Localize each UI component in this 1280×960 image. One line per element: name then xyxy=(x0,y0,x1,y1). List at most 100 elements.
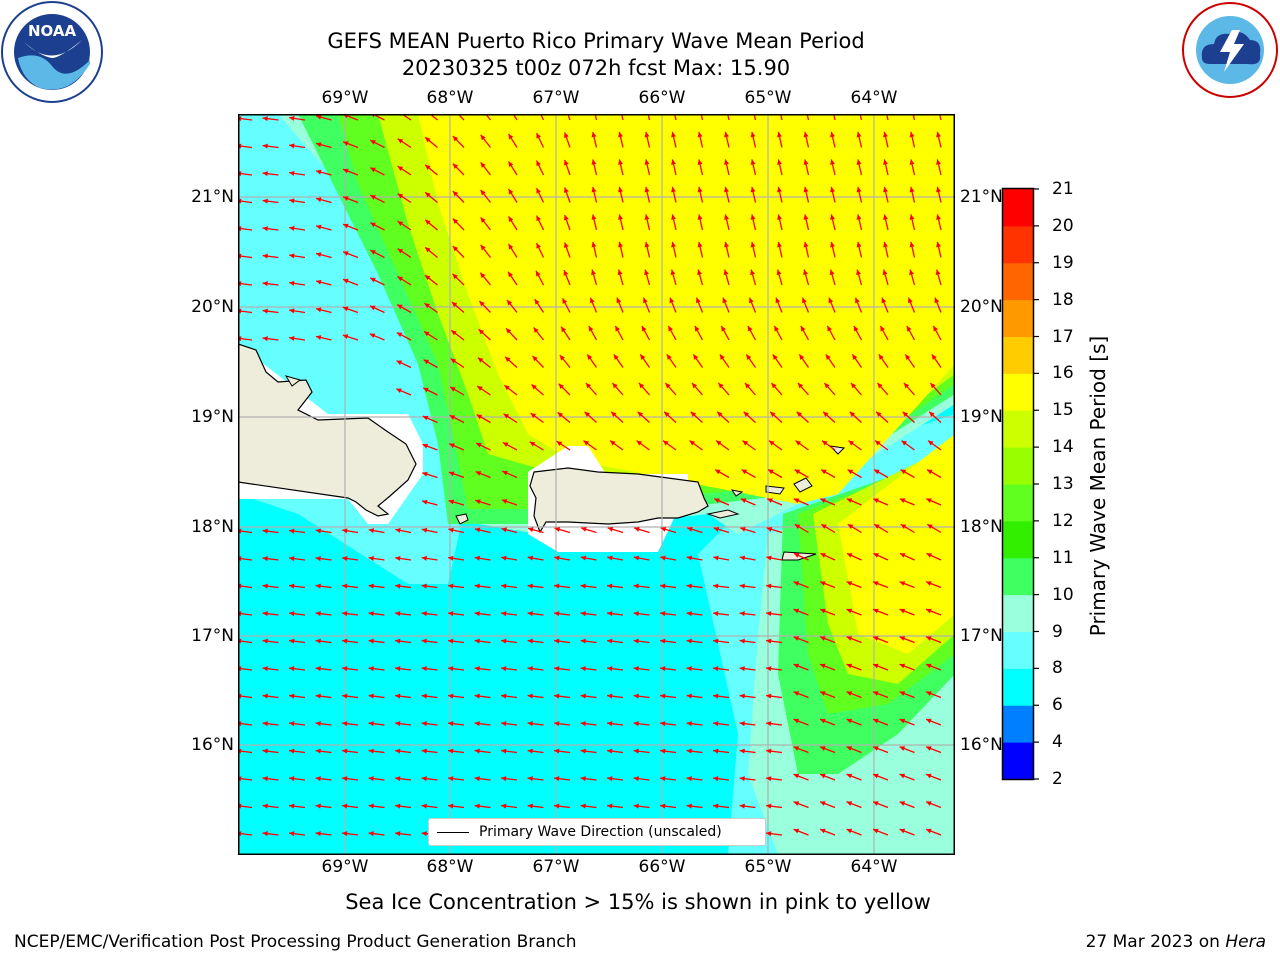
wave-arrow-head xyxy=(697,159,703,165)
wave-arrow-head xyxy=(852,354,858,360)
wave-arrow-head xyxy=(795,440,802,446)
wave-arrow-head xyxy=(777,159,782,165)
wave-arrow-head xyxy=(936,214,941,220)
wave-arrow-head xyxy=(474,693,480,699)
wave-arrow-head xyxy=(686,693,692,699)
wave-arrow-head xyxy=(477,357,484,363)
wave-arrow-head xyxy=(820,581,826,586)
wave-arrow-head xyxy=(721,325,726,332)
wave-arrow-head xyxy=(421,721,427,727)
wave-arrow-head xyxy=(536,270,541,277)
wave-arrow-head xyxy=(750,131,756,138)
wave-arrow-head xyxy=(633,555,640,561)
wave-arrow-head xyxy=(262,611,268,617)
wave-arrow-head xyxy=(696,297,701,304)
wave-arrow-head xyxy=(616,297,622,304)
wave-arrow-head xyxy=(686,748,692,754)
wave-arrow-head xyxy=(262,308,268,314)
wave-arrow-head xyxy=(769,440,775,446)
wave-arrow-head xyxy=(644,159,650,165)
wave-arrow-head xyxy=(448,748,454,754)
lon-label-top: 69°W xyxy=(321,88,369,108)
wave-arrow-head xyxy=(935,269,941,276)
wave-arrow-head xyxy=(425,247,431,253)
colorbar-cell xyxy=(1003,705,1033,743)
wave-arrow-head xyxy=(422,471,428,477)
wave-arrow-head xyxy=(527,748,533,754)
wave-arrow-head xyxy=(697,214,703,220)
band-period-15 xyxy=(418,114,955,504)
wave-arrow-head xyxy=(342,638,348,644)
wave-arrow-head xyxy=(580,721,586,727)
lon-label-bottom: 65°W xyxy=(744,857,792,877)
wave-arrow-head xyxy=(397,193,404,199)
wave-arrow-head xyxy=(793,691,800,696)
wave-arrow-head xyxy=(931,354,937,360)
wave-arrow-head xyxy=(342,748,348,754)
wave-arrow-head xyxy=(421,831,427,837)
wave-arrow-head xyxy=(474,666,480,672)
wave-arrow-head xyxy=(873,608,879,614)
wave-arrow-head xyxy=(741,469,748,475)
wave-arrow-head xyxy=(899,801,906,806)
wave-arrow xyxy=(594,114,598,121)
wave-arrow-head xyxy=(607,526,614,532)
lat-label-left: 16°N xyxy=(191,735,234,755)
wave-arrow-head xyxy=(934,297,940,304)
wave-arrow-head xyxy=(501,693,507,699)
wave-arrow-head xyxy=(820,746,826,751)
wave-arrow-head xyxy=(370,250,376,255)
wave-arrow-head xyxy=(474,748,480,754)
lat-label-left: 19°N xyxy=(191,407,234,427)
wave-arrow-head xyxy=(262,528,268,534)
wave-arrow-head xyxy=(820,636,826,641)
noaa-logo: NOAA xyxy=(0,0,104,108)
wave-arrow-head xyxy=(723,269,729,276)
wave-arrow-head xyxy=(536,188,541,194)
wave-arrow-head xyxy=(926,663,932,669)
wave-arrow xyxy=(726,114,730,121)
wave-arrow-head xyxy=(660,803,666,809)
wave-arrow-head xyxy=(830,159,835,165)
colorbar xyxy=(1001,187,1039,781)
wave-arrow-head xyxy=(563,242,569,248)
wave-arrow-head xyxy=(909,241,915,248)
wave-arrow xyxy=(885,114,889,121)
wave-arrow-head xyxy=(793,498,800,503)
wave-arrow-head xyxy=(772,354,778,360)
virgin-island xyxy=(793,477,813,493)
wave-arrow-head xyxy=(846,553,853,558)
wave-arrow-head xyxy=(501,721,507,727)
wave-arrow-head xyxy=(289,721,295,727)
wave-arrow-head xyxy=(793,581,800,586)
mona-island xyxy=(455,513,469,525)
colorbar-tick-label: 10 xyxy=(1052,584,1074,605)
wave-arrow-head xyxy=(452,246,459,252)
wave-arrow-head xyxy=(607,555,613,561)
wave-arrow-head xyxy=(900,524,907,530)
wave-arrow-head xyxy=(262,776,268,782)
wave-arrow-head xyxy=(397,248,404,254)
wave-arrow-head xyxy=(777,241,782,248)
wave-arrow-head xyxy=(591,241,597,248)
wave-arrow-head xyxy=(421,555,427,561)
wave-arrow-head xyxy=(580,748,586,754)
wave-arrow-head xyxy=(847,524,854,530)
wave-arrow-head xyxy=(611,411,617,417)
wave-arrow-head xyxy=(846,718,853,724)
wave-arrow-head xyxy=(591,131,597,138)
wave-arrow-head xyxy=(527,555,534,561)
wave-arrow-head xyxy=(803,159,809,165)
wave-arrow-head xyxy=(883,186,888,193)
wave-arrow-head xyxy=(423,359,430,365)
wave-arrow-head xyxy=(315,556,321,562)
wave-arrow-head xyxy=(901,440,908,446)
wave-arrow xyxy=(753,114,757,121)
wave-arrow-head xyxy=(508,243,514,250)
wave-arrow-head xyxy=(554,721,560,727)
wave-arrow-head xyxy=(395,528,401,533)
wave-arrow-head xyxy=(820,608,826,614)
band-period-15 xyxy=(838,434,955,654)
wave-arrow-head xyxy=(877,382,883,389)
wave-arrow-head xyxy=(590,297,595,304)
